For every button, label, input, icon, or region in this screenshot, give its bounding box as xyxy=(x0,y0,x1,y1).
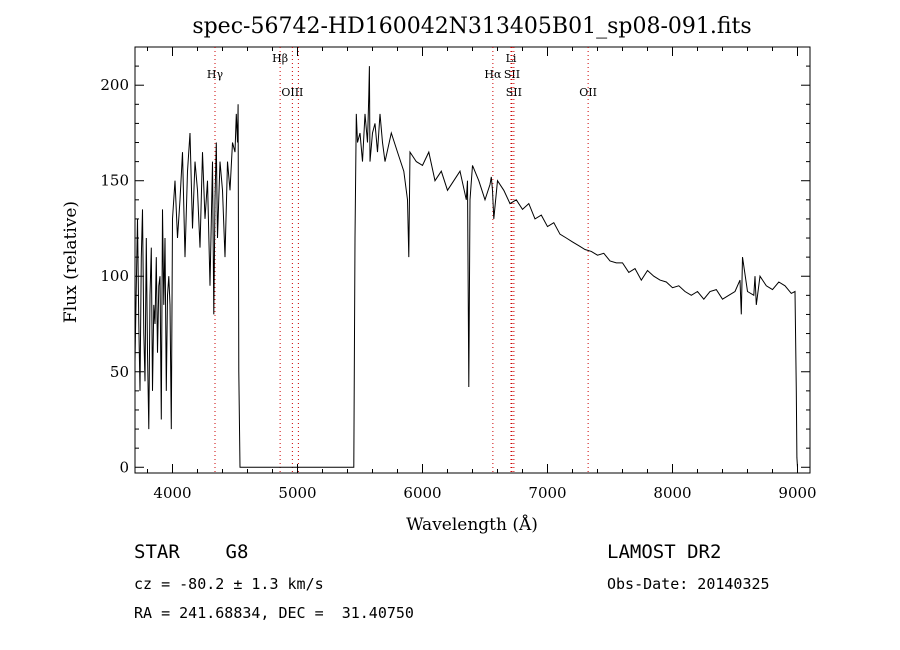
y-tick-label: 200 xyxy=(100,76,129,94)
redshift-text: cz = -80.2 ± 1.3 km/s xyxy=(134,575,324,593)
spectrum-series-line xyxy=(134,66,798,468)
x-axis-label: Wavelength (Å) xyxy=(406,514,538,535)
spectral-line-label: SII xyxy=(506,86,522,99)
spectral-line-label: SII xyxy=(504,68,520,81)
axis-ticks xyxy=(135,47,810,473)
x-tick-labels: 4000 5000 6000 7000 8000 9000 xyxy=(153,484,816,502)
obs-date-text: Obs-Date: 20140325 xyxy=(607,575,770,593)
y-tick-label: 150 xyxy=(100,172,129,190)
y-tick-labels: 0 50 100 150 200 xyxy=(100,76,129,476)
y-tick-label: 0 xyxy=(119,458,129,476)
object-class-text: STAR G8 xyxy=(134,541,249,563)
spectral-line-markers: Hγ Hβ OIII Hα Li SII SII OII xyxy=(207,47,597,473)
y-tick-label: 100 xyxy=(100,267,129,285)
x-tick-label: 5000 xyxy=(278,484,316,502)
survey-name-text: LAMOST DR2 xyxy=(607,541,722,563)
spectral-line-label: OII xyxy=(579,86,597,99)
spectral-line-label: Li xyxy=(506,52,517,65)
x-tick-label: 6000 xyxy=(403,484,441,502)
spectral-line-label: Hβ xyxy=(272,52,288,65)
chart-title: spec-56742-HD160042N313405B01_sp08-091.f… xyxy=(192,14,751,39)
spectral-line-label: OIII xyxy=(281,86,303,99)
y-tick-label: 50 xyxy=(110,363,129,381)
plot-frame xyxy=(134,46,811,474)
x-tick-label: 9000 xyxy=(778,484,816,502)
x-tick-label: 7000 xyxy=(528,484,566,502)
spectral-line-label: Hγ xyxy=(207,68,224,81)
x-tick-label: 8000 xyxy=(653,484,691,502)
spectral-line-label: Hα xyxy=(484,68,502,81)
coordinates-text: RA = 241.68834, DEC = 31.40750 xyxy=(134,604,414,622)
y-axis-label: Flux (relative) xyxy=(61,201,81,323)
plot-area: Hγ Hβ OIII Hα Li SII SII OII xyxy=(134,46,811,474)
x-tick-label: 4000 xyxy=(153,484,191,502)
